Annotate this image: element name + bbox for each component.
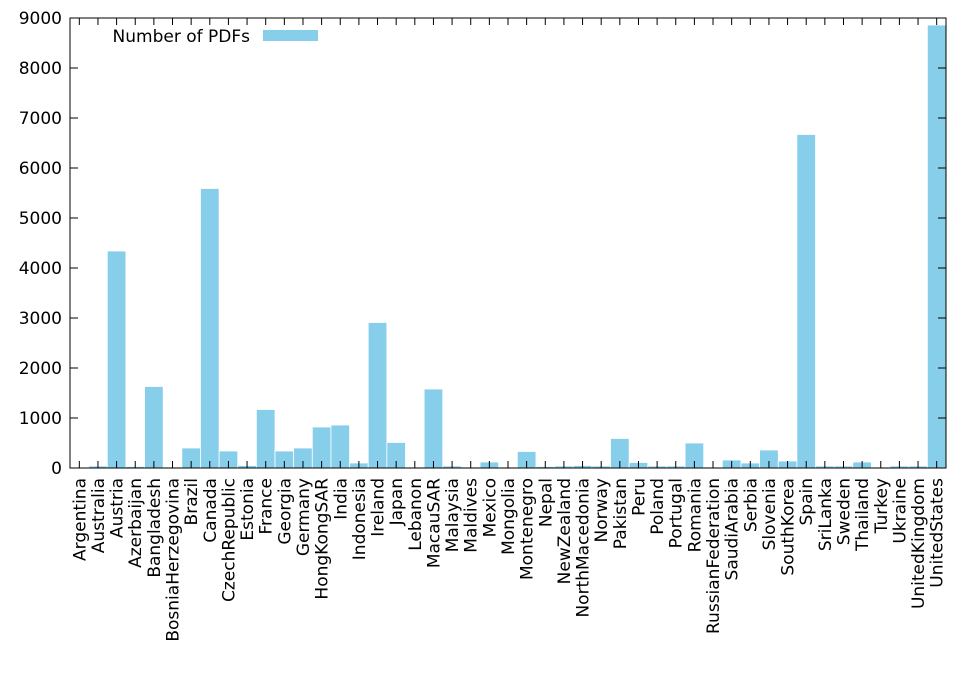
x-tick-label: NewZealand — [555, 478, 575, 584]
y-tick-label: 2000 — [19, 359, 62, 379]
x-tick-label: RussianFederation — [704, 478, 724, 634]
x-tick-label: Azerbaijan — [126, 478, 146, 568]
bar-MacauSAR — [423, 388, 444, 469]
x-tick-label: India — [331, 478, 351, 520]
y-tick-label: 4000 — [19, 259, 62, 279]
legend: Number of PDFs — [113, 27, 318, 47]
x-tick-label: UnitedStates — [928, 478, 948, 588]
y-tick-label: 5000 — [19, 209, 62, 229]
x-tick-label: Argentina — [70, 478, 90, 561]
x-tick-label: SriLanka — [816, 478, 836, 551]
x-tick-label: Japan — [387, 478, 407, 526]
bar-Bangladesh — [144, 386, 164, 469]
y-tick-label: 8000 — [19, 59, 62, 79]
x-tick-label: Estonia — [238, 478, 258, 541]
x-tick-label: Norway — [592, 478, 612, 543]
x-tick-label: CzechRepublic — [219, 478, 239, 602]
x-tick-label: UnitedKingdom — [909, 478, 929, 609]
x-tick-label: Mexico — [480, 478, 500, 537]
x-tick-label: Portugal — [667, 478, 687, 548]
x-tick-label: Romania — [685, 478, 705, 552]
x-tick-label: Nepal — [536, 478, 556, 527]
x-tick-label: Australia — [89, 478, 109, 553]
x-tick-label: Pakistan — [611, 478, 631, 549]
y-tick-label: 0 — [51, 459, 62, 479]
y-axis: 0 1000 2000 3000 4000 5000 6000 7000 8000 9000 — [19, 9, 946, 479]
x-axis: ArgentinaAustraliaAustriaAzerbaijanBangl… — [70, 18, 948, 642]
x-tick-label: Bangladesh — [145, 478, 165, 578]
x-tick-label: Malaysia — [443, 478, 463, 552]
x-tick-label: NorthMacedonia — [574, 478, 594, 618]
x-tick-label: SouthKorea — [779, 478, 799, 576]
x-tick-label: Maldives — [462, 478, 482, 553]
x-tick-label: Georgia — [275, 478, 295, 545]
x-tick-label: France — [257, 478, 277, 535]
bar-France — [255, 409, 276, 469]
x-tick-label: Poland — [648, 478, 668, 535]
y-tick-label: 7000 — [19, 109, 62, 129]
legend-label: Number of PDFs — [113, 27, 251, 47]
x-tick-label: Lebanon — [406, 478, 426, 551]
x-tick-label: Canada — [201, 478, 221, 543]
y-tick-label: 1000 — [19, 409, 62, 429]
bar-UnitedStates — [926, 24, 947, 469]
y-tick-label: 3000 — [19, 309, 62, 329]
x-tick-label: Germany — [294, 478, 314, 556]
bar-Spain — [796, 134, 816, 469]
x-tick-label: Thailand — [853, 478, 873, 552]
bars-group — [69, 24, 947, 469]
x-tick-label: Spain — [797, 478, 817, 526]
x-tick-label: HongKongSAR — [313, 478, 333, 600]
y-tick-label: 9000 — [19, 9, 62, 29]
bar-Ireland — [367, 322, 388, 469]
x-tick-label: Slovenia — [760, 478, 780, 550]
y-tick-label: 6000 — [19, 159, 62, 179]
bar-Austria — [106, 250, 127, 469]
x-tick-label: Peru — [629, 478, 649, 516]
x-tick-label: Brazil — [182, 478, 202, 525]
x-tick-label: Austria — [108, 478, 128, 538]
x-tick-label: Montenegro — [518, 478, 538, 580]
x-tick-label: Mongolia — [499, 478, 519, 555]
x-tick-label: MacauSAR — [424, 478, 444, 568]
x-tick-label: Serbia — [741, 478, 761, 532]
x-tick-label: Indonesia — [350, 478, 370, 560]
x-tick-label: SaudiArabia — [723, 478, 743, 580]
x-tick-label: Ireland — [369, 478, 389, 537]
x-tick-label: Sweden — [834, 478, 854, 545]
bar-Canada — [200, 188, 220, 469]
x-tick-label: BosniaHerzegovina — [164, 478, 184, 642]
legend-swatch — [263, 30, 318, 41]
x-tick-label: Ukraine — [890, 478, 910, 544]
x-tick-label: Turkey — [872, 478, 892, 534]
